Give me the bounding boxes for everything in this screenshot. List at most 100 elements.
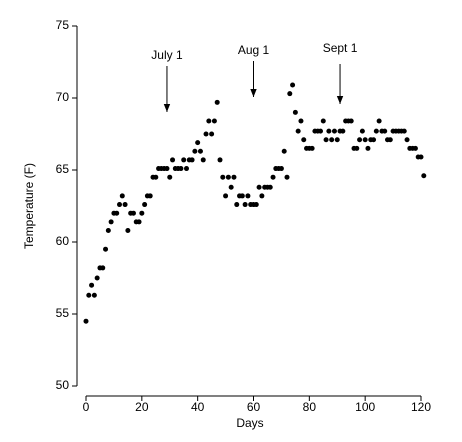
y-tick-label: 50 (56, 378, 70, 392)
y-tick-label: 55 (56, 306, 70, 320)
point (371, 137, 377, 143)
y-tick-label: 60 (56, 234, 70, 248)
point (281, 148, 287, 154)
point (223, 193, 229, 199)
point (181, 157, 187, 163)
annotation-label: July 1 (151, 48, 183, 62)
point (192, 148, 198, 154)
x-tick-label: 20 (135, 400, 149, 414)
point (256, 184, 262, 190)
point (164, 166, 170, 172)
x-tick-label: 80 (303, 400, 317, 414)
point (245, 193, 251, 199)
point (125, 227, 131, 233)
point (184, 166, 189, 172)
point (387, 137, 393, 143)
point (418, 154, 424, 160)
point (292, 109, 298, 115)
point (220, 174, 226, 180)
point (86, 292, 92, 298)
point (142, 202, 148, 208)
point (359, 128, 365, 134)
point (228, 184, 234, 190)
point (83, 318, 89, 324)
point (382, 128, 388, 134)
point (100, 265, 106, 271)
point (329, 137, 335, 143)
point (231, 174, 237, 180)
point (357, 137, 363, 143)
x-tick-label: 40 (191, 400, 205, 414)
point (89, 282, 95, 288)
point (242, 202, 248, 208)
point (103, 246, 109, 252)
point (225, 174, 231, 180)
point (136, 219, 142, 225)
point (203, 131, 209, 137)
point (253, 202, 259, 208)
point (404, 137, 410, 143)
point (301, 137, 307, 143)
point (376, 118, 382, 124)
y-tick-label: 70 (56, 90, 70, 104)
point (421, 173, 427, 179)
x-axis-label: Days (236, 416, 263, 430)
point (278, 166, 284, 172)
point (234, 202, 240, 208)
annotation-label: Aug 1 (238, 43, 270, 57)
point (117, 202, 122, 208)
point (309, 145, 315, 151)
point (94, 275, 100, 281)
point (139, 210, 145, 216)
x-tick-label: 0 (83, 400, 90, 414)
point (209, 131, 215, 137)
point (167, 174, 173, 180)
point (217, 157, 223, 163)
point (326, 128, 332, 134)
point (354, 145, 360, 151)
annotation-label: Sept 1 (323, 41, 358, 55)
point (373, 128, 379, 134)
point (119, 193, 125, 199)
point (200, 157, 206, 163)
point (340, 128, 346, 134)
point (401, 128, 407, 134)
point (195, 140, 201, 146)
point (206, 118, 212, 124)
point (287, 91, 293, 97)
y-axis-label: Temperature (F) (22, 163, 36, 249)
point (295, 128, 301, 134)
x-tick-label: 100 (355, 400, 375, 414)
point (114, 210, 120, 216)
point (147, 193, 153, 199)
point (318, 128, 323, 134)
point (170, 157, 176, 163)
point (412, 145, 418, 151)
point (348, 118, 354, 124)
point (365, 145, 371, 151)
point (197, 148, 203, 154)
point (91, 292, 97, 298)
point (108, 219, 114, 225)
point (270, 174, 276, 180)
x-tick-label: 60 (247, 400, 261, 414)
point (239, 193, 245, 199)
point (122, 202, 128, 208)
point (362, 137, 368, 143)
point (105, 227, 111, 233)
point (290, 82, 296, 88)
point (211, 118, 217, 124)
point (259, 193, 265, 199)
point (320, 118, 326, 124)
y-tick-label: 65 (56, 162, 70, 176)
point (214, 99, 220, 105)
y-tick-label: 75 (56, 18, 70, 32)
x-tick-label: 120 (411, 400, 431, 414)
point (331, 128, 337, 134)
point (178, 166, 184, 172)
point (267, 184, 273, 190)
point (298, 118, 304, 124)
point (323, 137, 329, 143)
point (284, 174, 290, 180)
